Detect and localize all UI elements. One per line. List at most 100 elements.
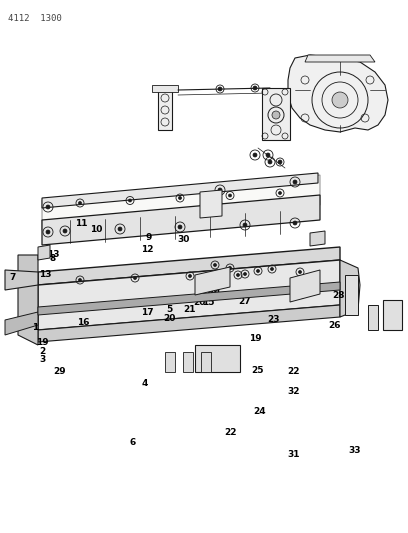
Circle shape bbox=[243, 223, 247, 227]
Text: 2: 2 bbox=[40, 348, 46, 356]
Circle shape bbox=[293, 180, 297, 184]
Circle shape bbox=[78, 279, 82, 281]
Circle shape bbox=[293, 221, 297, 225]
Circle shape bbox=[228, 194, 231, 197]
Circle shape bbox=[46, 205, 50, 209]
Circle shape bbox=[118, 227, 122, 231]
Circle shape bbox=[218, 188, 222, 192]
Circle shape bbox=[42, 252, 46, 254]
Circle shape bbox=[244, 272, 246, 276]
Text: 1: 1 bbox=[31, 324, 38, 332]
Text: 23: 23 bbox=[267, 316, 279, 324]
Text: 19: 19 bbox=[37, 338, 49, 347]
Circle shape bbox=[218, 87, 222, 91]
Polygon shape bbox=[42, 173, 318, 208]
Polygon shape bbox=[201, 352, 211, 372]
Text: 17: 17 bbox=[141, 309, 153, 317]
Circle shape bbox=[266, 153, 270, 157]
Polygon shape bbox=[38, 305, 340, 342]
Polygon shape bbox=[368, 305, 378, 330]
Text: 28: 28 bbox=[333, 291, 345, 300]
Polygon shape bbox=[5, 312, 38, 335]
Circle shape bbox=[188, 274, 191, 278]
Polygon shape bbox=[340, 260, 360, 317]
Polygon shape bbox=[195, 345, 240, 372]
Polygon shape bbox=[42, 195, 320, 245]
Polygon shape bbox=[42, 175, 320, 230]
Circle shape bbox=[213, 263, 217, 266]
Circle shape bbox=[315, 237, 319, 239]
Text: 32: 32 bbox=[288, 387, 300, 396]
Text: 22: 22 bbox=[288, 367, 300, 376]
Text: 7: 7 bbox=[9, 273, 16, 281]
Circle shape bbox=[299, 271, 302, 273]
Text: 9: 9 bbox=[146, 233, 152, 241]
Text: 10: 10 bbox=[90, 225, 102, 233]
Circle shape bbox=[179, 197, 182, 199]
Text: 12: 12 bbox=[141, 245, 153, 254]
Circle shape bbox=[133, 277, 137, 279]
Text: 22: 22 bbox=[224, 429, 237, 437]
Circle shape bbox=[279, 191, 282, 195]
Circle shape bbox=[257, 270, 259, 272]
Text: 21: 21 bbox=[184, 305, 196, 313]
Polygon shape bbox=[200, 190, 222, 218]
Text: 31: 31 bbox=[288, 450, 300, 458]
Polygon shape bbox=[288, 55, 388, 132]
Text: 13: 13 bbox=[39, 270, 51, 279]
Text: 13: 13 bbox=[47, 251, 59, 259]
Polygon shape bbox=[183, 352, 193, 372]
Text: 4: 4 bbox=[142, 379, 148, 388]
Text: 15: 15 bbox=[202, 298, 214, 307]
Text: 33: 33 bbox=[349, 446, 361, 455]
Polygon shape bbox=[38, 260, 340, 330]
Text: 20: 20 bbox=[194, 298, 206, 306]
Text: 27: 27 bbox=[239, 297, 251, 305]
Text: 16: 16 bbox=[78, 318, 90, 327]
Circle shape bbox=[253, 153, 257, 157]
Circle shape bbox=[129, 199, 131, 202]
Text: 5: 5 bbox=[166, 305, 173, 313]
Text: 20: 20 bbox=[163, 314, 175, 323]
Polygon shape bbox=[158, 88, 172, 130]
Circle shape bbox=[268, 160, 272, 164]
Circle shape bbox=[272, 111, 280, 119]
Text: 11: 11 bbox=[75, 220, 88, 228]
Polygon shape bbox=[152, 85, 178, 92]
Circle shape bbox=[228, 266, 231, 270]
Text: 6: 6 bbox=[129, 438, 136, 447]
Text: 4112  1300: 4112 1300 bbox=[8, 14, 62, 23]
Circle shape bbox=[278, 160, 282, 164]
Text: 20: 20 bbox=[204, 289, 216, 298]
Text: 18: 18 bbox=[292, 292, 304, 301]
Polygon shape bbox=[38, 282, 340, 315]
Polygon shape bbox=[290, 270, 320, 302]
Polygon shape bbox=[310, 231, 325, 246]
Text: 19: 19 bbox=[249, 334, 261, 343]
Circle shape bbox=[237, 273, 239, 277]
Polygon shape bbox=[305, 55, 375, 62]
Polygon shape bbox=[195, 267, 230, 295]
Circle shape bbox=[253, 86, 257, 90]
Text: 30: 30 bbox=[177, 236, 190, 244]
Polygon shape bbox=[345, 275, 358, 315]
Text: 26: 26 bbox=[328, 321, 341, 329]
Circle shape bbox=[46, 230, 50, 234]
Polygon shape bbox=[38, 245, 50, 260]
Polygon shape bbox=[383, 300, 402, 330]
Polygon shape bbox=[18, 255, 38, 345]
Polygon shape bbox=[262, 88, 290, 140]
Circle shape bbox=[332, 92, 348, 108]
Text: 14: 14 bbox=[208, 288, 220, 296]
Text: 24: 24 bbox=[253, 407, 265, 416]
Polygon shape bbox=[165, 352, 175, 372]
Text: 25: 25 bbox=[251, 366, 263, 375]
Text: 3: 3 bbox=[40, 356, 46, 364]
Polygon shape bbox=[5, 270, 38, 290]
Text: 8: 8 bbox=[50, 254, 56, 263]
Circle shape bbox=[303, 284, 307, 288]
Circle shape bbox=[271, 268, 273, 271]
Circle shape bbox=[390, 313, 393, 317]
Circle shape bbox=[78, 201, 82, 205]
Text: 29: 29 bbox=[53, 367, 65, 376]
